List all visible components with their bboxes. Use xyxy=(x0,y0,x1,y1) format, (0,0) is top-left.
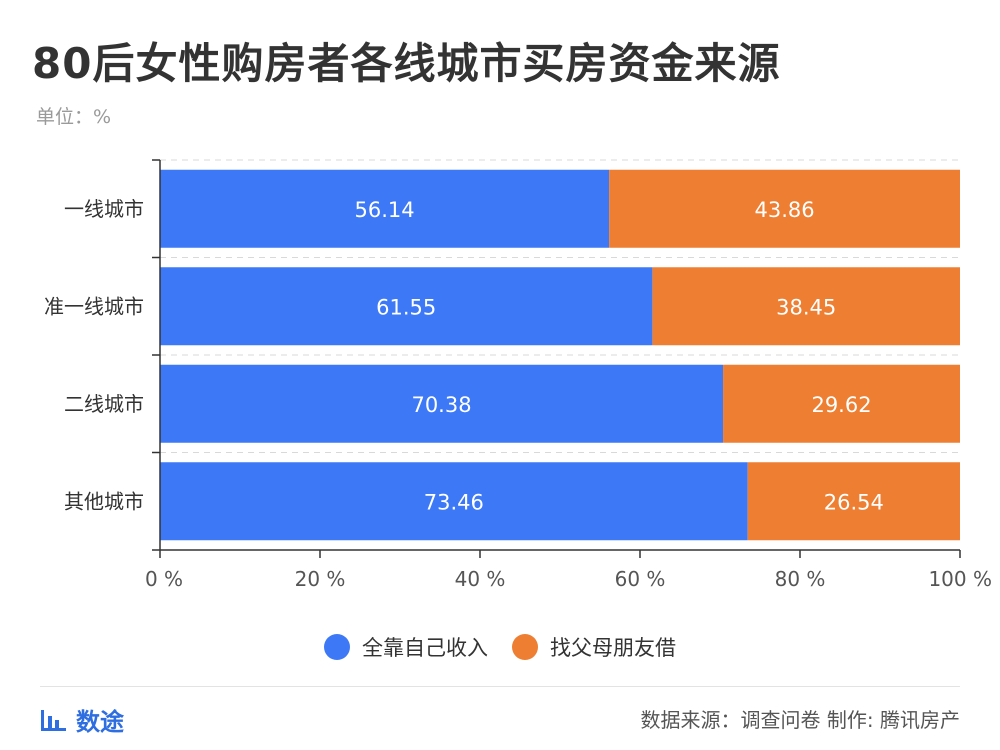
category-label: 一线城市 xyxy=(64,197,144,221)
x-tick-label: 20 % xyxy=(295,567,346,591)
bar-1-4[interactable] xyxy=(160,462,748,541)
category-label: 其他城市 xyxy=(64,489,144,513)
legend: 全靠自己收入 找父母朋友借 xyxy=(0,632,1000,662)
data-label: 38.45 xyxy=(776,295,836,319)
logo-text: 数途 xyxy=(76,708,124,736)
data-label: 56.14 xyxy=(354,198,414,222)
data-label: 73.46 xyxy=(424,490,484,514)
footer-divider xyxy=(40,686,960,687)
x-tick-label: 60 % xyxy=(615,567,666,591)
bar-1-2[interactable] xyxy=(160,267,653,346)
x-tick-label: 80 % xyxy=(775,567,826,591)
bar-2-1[interactable] xyxy=(609,169,960,248)
data-label: 61.55 xyxy=(376,295,436,319)
legend-swatch-series-1 xyxy=(324,634,350,660)
legend-label-series-1: 全靠自己收入 xyxy=(362,636,488,660)
legend-swatch-series-2 xyxy=(512,634,538,660)
data-label: 29.62 xyxy=(811,393,871,417)
chart-title: 80后女性购房者各线城市买房资金来源 xyxy=(32,39,781,88)
bar-1-1[interactable] xyxy=(160,169,610,248)
legend-label-series-2: 找父母朋友借 xyxy=(550,636,676,660)
data-label: 43.86 xyxy=(754,198,814,222)
bar-2-4[interactable] xyxy=(747,462,960,541)
x-tick-label: 0 % xyxy=(145,567,183,591)
bar-1-3[interactable] xyxy=(160,364,724,443)
bar-2-3[interactable] xyxy=(723,364,960,443)
legend-item-series-2[interactable]: 找父母朋友借 xyxy=(512,632,676,662)
x-tick-label: 40 % xyxy=(455,567,506,591)
data-label: 70.38 xyxy=(411,393,471,417)
logo: 数途 xyxy=(40,702,124,737)
legend-item-series-1[interactable]: 全靠自己收入 xyxy=(324,632,488,662)
data-label: 26.54 xyxy=(824,490,884,514)
unit-label: 单位：% xyxy=(36,106,112,128)
category-label: 二线城市 xyxy=(64,392,144,416)
bar-2-2[interactable] xyxy=(652,267,960,346)
x-tick-label: 100 % xyxy=(928,567,992,591)
category-label: 准一线城市 xyxy=(44,294,144,318)
bar-chart-icon xyxy=(41,709,66,731)
data-source: 数据来源：调查问卷 制作: 腾讯房产 xyxy=(640,708,960,732)
stacked-bar-chart: 56.14 43.86 一线城市 61.55 38.45 准一线城市 70.38 29.62 二… xyxy=(44,159,992,591)
